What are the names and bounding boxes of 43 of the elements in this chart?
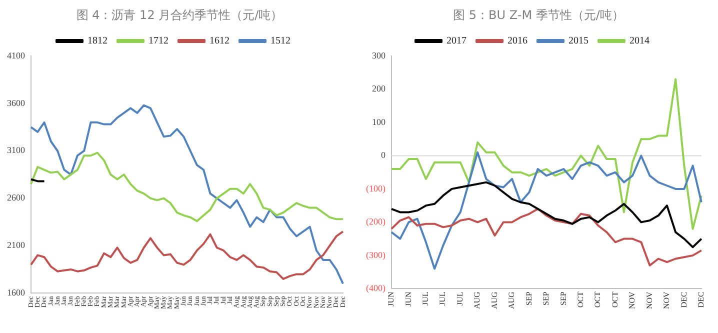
y-tick-label: 3100 <box>7 145 26 156</box>
x-tick-label: OCT <box>576 292 585 308</box>
x-tick-label: NOV <box>662 291 672 310</box>
y-tick-label: 4100 <box>7 50 26 60</box>
x-tick-label: SEP <box>542 291 551 306</box>
y-tick-label: 1600 <box>7 288 26 298</box>
x-tick-label: AUG <box>490 291 499 310</box>
x-tick-label: JUL <box>438 292 448 306</box>
y-tick-label: 2100 <box>7 240 26 250</box>
y-tick-label: 2600 <box>7 192 26 203</box>
y-tick-label: 100 <box>372 116 386 127</box>
legend-label: 1712 <box>148 36 168 47</box>
x-tick-label: SEP <box>558 291 568 306</box>
x-tick-label: NOV <box>644 291 654 310</box>
x-tick-label: AUG <box>507 291 516 310</box>
x-tick-label: DEC <box>679 292 688 308</box>
x-tick-label: OCT <box>610 292 620 308</box>
legend-label: 2015 <box>568 36 588 47</box>
legend-label: 1612 <box>210 36 230 47</box>
legend-label: 2016 <box>508 36 528 47</box>
y-tick-label: 3600 <box>7 98 26 108</box>
x-tick-label: JUN <box>386 291 396 306</box>
y-tick-label: (300) <box>366 250 386 260</box>
x-tick-label: AUG <box>472 291 482 310</box>
x-tick-label: JUL <box>455 292 464 306</box>
y-tick-label: 300 <box>372 50 386 60</box>
y-tick-label: (100) <box>366 183 386 194</box>
y-tick-label: 200 <box>372 84 386 94</box>
chart-title: 图 4：沥青 12 月合约季节性（元/吨） <box>75 7 284 24</box>
x-tick-label: NOV <box>628 291 637 310</box>
legend-label: 1512 <box>270 36 290 47</box>
legend-label: 2014 <box>630 36 650 47</box>
y-tick-label: 0 <box>380 150 386 160</box>
y-tick-label: (400) <box>366 283 386 294</box>
legend-label: 2017 <box>446 36 466 47</box>
chart-title: 图 5：BU Z-M 季节性（元/吨） <box>452 7 625 24</box>
y-tick-label: (200) <box>366 216 386 227</box>
x-tick-label: OCT <box>593 292 602 308</box>
x-tick-label: DEC <box>696 292 706 308</box>
x-tick-label: JUL <box>421 292 430 306</box>
x-tick-label: JUN <box>404 291 413 306</box>
x-tick-label: SEP <box>524 291 534 306</box>
legend-label: 1812 <box>88 36 108 47</box>
